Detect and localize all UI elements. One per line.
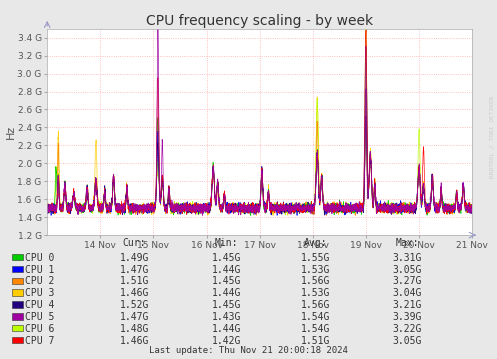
Text: 1.48G: 1.48G [119, 324, 149, 334]
Text: 1.53G: 1.53G [301, 265, 331, 275]
Text: 1.44G: 1.44G [211, 324, 241, 334]
Text: 1.45G: 1.45G [211, 300, 241, 310]
Text: CPU 3: CPU 3 [25, 288, 54, 298]
Text: 1.51G: 1.51G [301, 336, 331, 346]
Text: 3.39G: 3.39G [393, 312, 422, 322]
Text: 3.21G: 3.21G [393, 300, 422, 310]
Text: 1.47G: 1.47G [119, 265, 149, 275]
Text: 1.46G: 1.46G [119, 288, 149, 298]
Title: CPU frequency scaling - by week: CPU frequency scaling - by week [146, 14, 373, 28]
Text: 1.43G: 1.43G [211, 312, 241, 322]
Text: 1.44G: 1.44G [211, 265, 241, 275]
Text: CPU 1: CPU 1 [25, 265, 54, 275]
Text: 3.27G: 3.27G [393, 276, 422, 286]
Text: Cur:: Cur: [122, 238, 146, 248]
Text: 3.31G: 3.31G [393, 253, 422, 263]
Text: 1.56G: 1.56G [301, 300, 331, 310]
Text: 1.45G: 1.45G [211, 253, 241, 263]
Text: 1.45G: 1.45G [211, 276, 241, 286]
Text: 1.55G: 1.55G [301, 253, 331, 263]
Text: CPU 5: CPU 5 [25, 312, 54, 322]
Text: 3.22G: 3.22G [393, 324, 422, 334]
Text: RRDTOOL / TOBI OETIKER: RRDTOOL / TOBI OETIKER [490, 95, 495, 178]
Text: CPU 0: CPU 0 [25, 253, 54, 263]
Text: 1.51G: 1.51G [119, 276, 149, 286]
Text: 3.05G: 3.05G [393, 336, 422, 346]
Text: Avg:: Avg: [304, 238, 328, 248]
Text: 1.54G: 1.54G [301, 312, 331, 322]
Text: 1.44G: 1.44G [211, 288, 241, 298]
Text: 3.05G: 3.05G [393, 265, 422, 275]
Text: CPU 4: CPU 4 [25, 300, 54, 310]
Text: Min:: Min: [214, 238, 238, 248]
Text: 1.52G: 1.52G [119, 300, 149, 310]
Text: Max:: Max: [396, 238, 419, 248]
Text: CPU 7: CPU 7 [25, 336, 54, 346]
Text: 1.53G: 1.53G [301, 288, 331, 298]
Text: 3.04G: 3.04G [393, 288, 422, 298]
Text: 1.56G: 1.56G [301, 276, 331, 286]
Text: Last update: Thu Nov 21 20:00:18 2024: Last update: Thu Nov 21 20:00:18 2024 [149, 346, 348, 355]
Text: CPU 2: CPU 2 [25, 276, 54, 286]
Text: CPU 6: CPU 6 [25, 324, 54, 334]
Text: 1.54G: 1.54G [301, 324, 331, 334]
Y-axis label: Hz: Hz [6, 125, 16, 139]
Text: 1.47G: 1.47G [119, 312, 149, 322]
Text: 1.42G: 1.42G [211, 336, 241, 346]
Text: 1.46G: 1.46G [119, 336, 149, 346]
Text: 1.49G: 1.49G [119, 253, 149, 263]
